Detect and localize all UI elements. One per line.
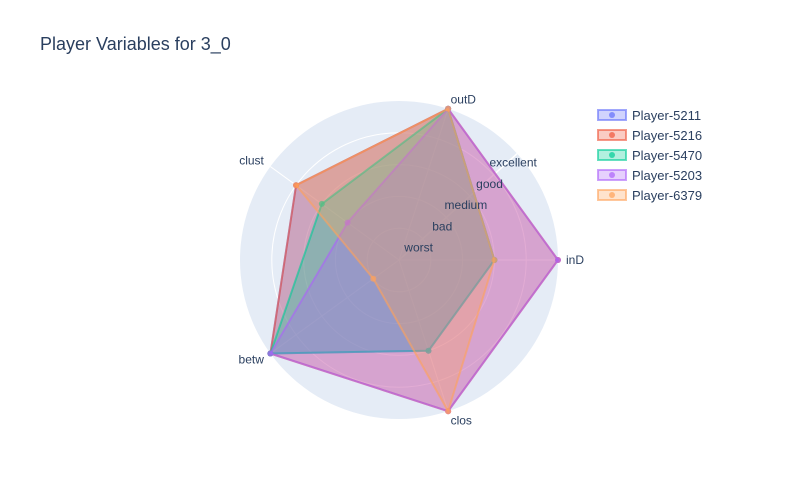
legend-label: Player-6379 xyxy=(632,188,702,203)
radial-tick-label: bad xyxy=(432,219,452,233)
legend-label: Player-5211 xyxy=(632,108,701,123)
legend-item-player-5470[interactable]: Player-5470 xyxy=(597,148,702,163)
data-point-betw xyxy=(370,275,377,282)
angular-gridline xyxy=(270,166,400,261)
data-point-inD xyxy=(555,257,561,263)
radial-tick-label: worst xyxy=(403,241,433,255)
series-area xyxy=(294,107,496,414)
legend-label: Player-5216 xyxy=(632,128,702,143)
legend-item-player-6379[interactable]: Player-6379 xyxy=(597,188,702,203)
axis-label-inD: inD xyxy=(566,253,584,267)
legend-label: Player-5203 xyxy=(632,168,702,183)
legend-marker xyxy=(609,132,615,138)
chart-title: Player Variables for 3_0 xyxy=(40,34,231,55)
series-player-6379 xyxy=(293,105,498,415)
axis-label-clust: clust xyxy=(239,154,264,168)
radial-tick-label: good xyxy=(476,177,503,191)
legend-item-player-5211[interactable]: Player-5211 xyxy=(597,108,701,123)
angular-gridline xyxy=(398,108,449,261)
data-point-clust xyxy=(293,182,300,189)
data-point-clos xyxy=(425,347,432,354)
radar-series xyxy=(267,105,561,415)
legend-marker xyxy=(609,152,615,158)
data-point-clust xyxy=(318,200,325,207)
legend-item-player-5203[interactable]: Player-5203 xyxy=(597,168,702,183)
angular-gridline xyxy=(270,259,400,354)
axis-label-clos: clos xyxy=(451,414,472,428)
data-point-outD xyxy=(445,105,452,112)
data-point-clust xyxy=(344,219,351,226)
data-point-betw xyxy=(267,350,274,357)
legend-item-player-5216[interactable]: Player-5216 xyxy=(597,128,702,143)
axis-label-outD: outD xyxy=(451,92,477,106)
radar-labels: inD outD clust betw clos worst bad medium good ex… xyxy=(239,92,585,427)
legend-marker xyxy=(609,192,615,198)
radial-tick-label: medium xyxy=(445,198,488,212)
axis-label-betw: betw xyxy=(239,352,265,366)
radial-axis-line xyxy=(398,153,518,261)
series-area xyxy=(268,107,560,413)
angular-gridline xyxy=(398,259,449,412)
radial-tick-label: excellent xyxy=(489,156,537,170)
data-point-clos xyxy=(445,408,452,415)
legend-marker xyxy=(609,172,615,178)
legend-label: Player-5470 xyxy=(632,148,702,163)
legend[interactable]: Player-5211 Player-5216 Player-5470 Player-… xyxy=(597,108,702,203)
data-point-inD xyxy=(491,257,498,263)
legend-marker xyxy=(609,112,615,118)
